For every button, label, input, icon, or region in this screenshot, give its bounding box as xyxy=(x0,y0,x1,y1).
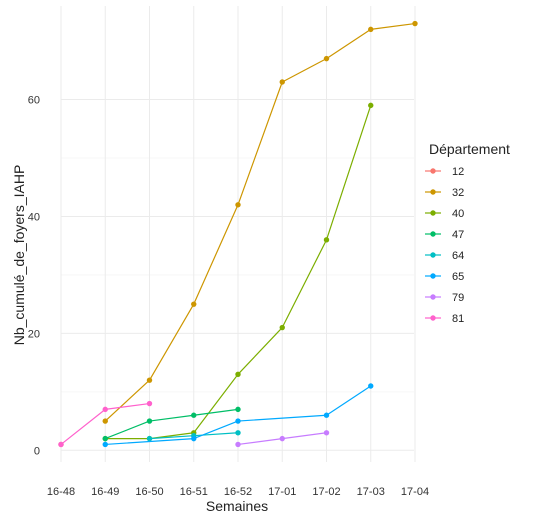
data-point xyxy=(102,441,108,448)
data-point xyxy=(235,202,241,208)
legend-key-dot xyxy=(430,231,436,237)
legend-key-dot xyxy=(430,189,436,195)
data-point xyxy=(102,406,108,413)
legend-key-dot xyxy=(430,315,436,321)
data-point xyxy=(323,55,330,62)
legend-item: 47 xyxy=(425,229,464,241)
legend-item: 40 xyxy=(425,208,464,220)
data-point xyxy=(146,377,153,383)
series-group xyxy=(235,430,330,448)
data-point xyxy=(146,418,153,424)
data-point xyxy=(235,371,241,378)
x-tick-label: 17-04 xyxy=(401,486,429,498)
data-point xyxy=(58,441,64,448)
legend-item: 64 xyxy=(425,250,464,262)
legend-title: Département xyxy=(429,141,510,157)
data-point xyxy=(235,430,241,436)
grid-layer xyxy=(60,6,416,462)
data-point xyxy=(191,435,197,442)
legend-label: 40 xyxy=(452,208,464,220)
y-tick-label: 60 xyxy=(28,95,40,107)
legend-key-dot xyxy=(430,273,436,279)
data-point xyxy=(102,435,108,442)
series-line xyxy=(104,408,239,440)
series-group xyxy=(102,20,418,424)
x-tick-label: 17-01 xyxy=(268,486,296,498)
data-point xyxy=(412,20,418,27)
x-tick-label: 16-52 xyxy=(224,486,252,498)
data-point xyxy=(279,324,285,331)
y-tick-label: 0 xyxy=(34,445,40,457)
data-point xyxy=(323,237,330,243)
legend-label: 65 xyxy=(452,271,464,283)
data-point xyxy=(191,412,197,418)
series-group xyxy=(58,400,153,448)
series-layer xyxy=(58,20,418,448)
data-point xyxy=(279,435,285,442)
axis-layer: 0 20 40 60 16-48 16-49 16-50 16-51 16-52 17-01 17-… xyxy=(28,95,429,498)
legend-item: 12 xyxy=(425,166,464,178)
data-point xyxy=(235,441,241,448)
x-tick-label: 17-03 xyxy=(357,486,385,498)
data-point xyxy=(368,383,374,389)
legend-label: 79 xyxy=(452,292,464,304)
legend-key-dot xyxy=(430,168,436,174)
data-point xyxy=(235,406,241,413)
legend-label: 64 xyxy=(452,250,464,262)
legend-label: 32 xyxy=(452,187,464,199)
data-point xyxy=(368,26,374,33)
data-point xyxy=(235,418,241,424)
data-point xyxy=(368,102,374,109)
legend-key-dot xyxy=(430,252,436,258)
data-point xyxy=(323,412,330,418)
y-axis-title: Nb_cumulé_de_foyers_IAHP xyxy=(11,165,27,346)
data-point xyxy=(191,301,197,307)
x-axis-title: Semaines xyxy=(206,498,268,514)
data-point xyxy=(323,430,330,436)
legend: 12 32 40 47 64 65 79 81 xyxy=(425,166,464,325)
legend-label: 81 xyxy=(452,313,464,325)
legend-label: 47 xyxy=(452,229,464,241)
x-tick-label: 17-02 xyxy=(312,486,340,498)
x-tick-label: 16-51 xyxy=(180,486,208,498)
data-point xyxy=(146,400,153,407)
legend-key-dot xyxy=(430,210,436,216)
x-tick-label: 16-49 xyxy=(91,486,119,498)
x-tick-label: 16-50 xyxy=(135,486,163,498)
legend-item: 81 xyxy=(425,313,464,325)
data-point xyxy=(102,418,108,424)
legend-label: 12 xyxy=(452,166,464,178)
series-group xyxy=(102,406,241,442)
data-point xyxy=(279,79,285,85)
legend-key-dot xyxy=(430,294,436,300)
legend-item: 65 xyxy=(425,271,464,283)
legend-item: 79 xyxy=(425,292,464,304)
legend-item: 32 xyxy=(425,187,464,199)
data-point xyxy=(146,435,153,442)
y-tick-label: 20 xyxy=(28,328,40,340)
series-group xyxy=(102,383,374,448)
x-tick-label: 16-48 xyxy=(47,486,75,498)
y-tick-label: 40 xyxy=(28,211,40,223)
series-line xyxy=(104,22,416,422)
